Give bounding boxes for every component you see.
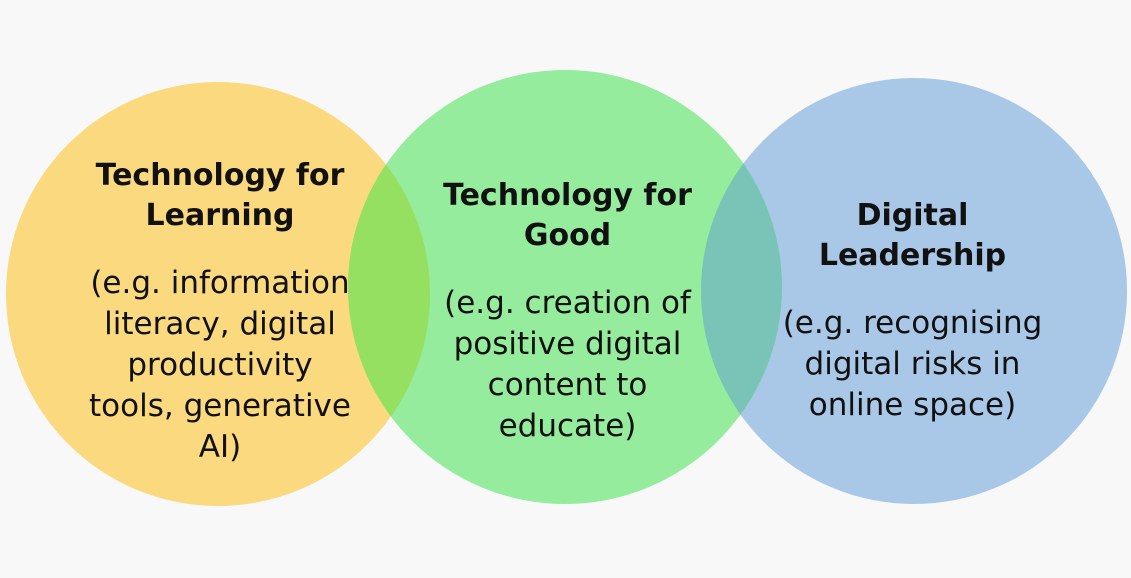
venn-label-leadership: Digital Leadership (e.g. recognising dig… <box>755 177 1070 445</box>
venn-circle-leadership <box>701 78 1127 504</box>
venn-label-good: Technology for Good (e.g. creation of po… <box>405 157 730 466</box>
circle-title-leadership: Digital Leadership <box>818 198 1007 273</box>
circle-title-good: Technology for Good <box>443 178 692 253</box>
circle-description-learning: (e.g. information literacy, digital prod… <box>89 265 351 465</box>
circle-description-leadership: (e.g. recognising digital risks in onlin… <box>782 305 1043 423</box>
circle-description-good: (e.g. creation of positive digital conte… <box>444 285 691 444</box>
venn-label-learning: Technology for Learning (e.g. informatio… <box>60 137 380 487</box>
circle-title-learning: Technology for Learning <box>95 158 345 233</box>
venn-circle-good <box>348 70 782 504</box>
venn-circle-learning <box>6 82 430 506</box>
